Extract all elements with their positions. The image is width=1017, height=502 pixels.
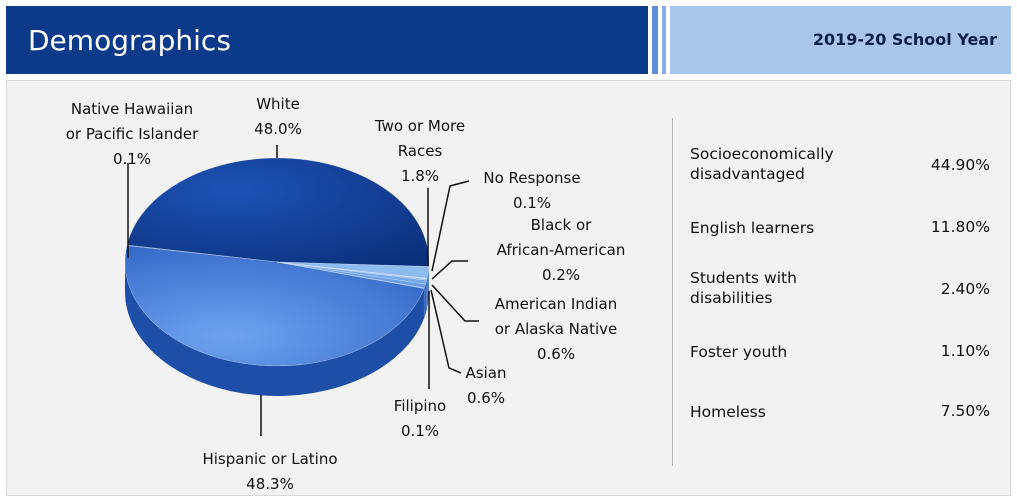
- pie-labels: White 48.0% Native Hawaiian or Pacific Isla…: [66, 95, 626, 493]
- pie-label-hispanic-or-latino: Hispanic or Latino 48.3%: [202, 450, 337, 493]
- school-year-bar: 2019-20 School Year: [670, 6, 1011, 74]
- header-accent-strip: [652, 6, 658, 74]
- leader-line: [430, 289, 462, 374]
- pie-label-filipino: Filipino 0.1%: [394, 397, 446, 440]
- pie-side-hispanic-or-latino: [125, 262, 424, 396]
- pie-label-native-hawaiian-or-pacific-islander: Native Hawaiian or Pacific Islander 0.1%: [66, 100, 199, 168]
- pie-label-american-indian-or-alaska-native: American Indian or Alaska Native 0.6%: [495, 295, 618, 363]
- pie-label-black-or-african-american: Black or African-American 0.2%: [497, 216, 626, 284]
- pie-label-asian: Asian 0.6%: [466, 364, 507, 407]
- pie-slice-asian: [276, 261, 426, 289]
- pie-label-two-or-more-races: Two or More Races 1.8%: [374, 117, 465, 185]
- pie-slice-filipino: [276, 261, 425, 289]
- stat-value: 11.80%: [930, 218, 990, 236]
- header-bar: Demographics: [6, 6, 648, 74]
- pie-slice-no-response: [276, 261, 428, 280]
- pie-leader-lines: [127, 145, 479, 436]
- stat-value: 44.90%: [930, 156, 990, 174]
- stat-value: 7.50%: [940, 402, 990, 420]
- pie-slice-native-hawaiian-or-pacific-islander: [126, 244, 278, 263]
- pie-slices: [124, 157, 430, 367]
- pie-side-american-indian-or-alaska-native: [425, 280, 427, 315]
- stat-label: Foster youth: [690, 343, 788, 361]
- page-title: Demographics: [28, 24, 231, 57]
- stat-label: Students with disabilities: [690, 269, 797, 307]
- pie-label-no-response: No Response 0.1%: [483, 169, 580, 212]
- leader-line: [431, 284, 479, 322]
- column-divider: [672, 118, 673, 466]
- pie-label-white: White 48.0%: [254, 95, 302, 138]
- pie-side-asian: [424, 284, 426, 318]
- stat-label: Socioeconomically disadvantaged: [690, 145, 834, 183]
- pie-slice-american-indian-or-alaska-native: [276, 261, 428, 285]
- stat-value: 2.40%: [940, 280, 990, 298]
- pie-3d-side: [125, 262, 430, 396]
- stat-label: Homeless: [690, 403, 766, 421]
- header-accent-strip-light: [662, 6, 666, 74]
- leader-line: [431, 180, 470, 272]
- stat-value: 1.10%: [940, 342, 990, 360]
- pie-slice-white: [126, 157, 430, 267]
- pie-slice-two-or-more-races: [276, 261, 430, 279]
- leader-line: [431, 260, 468, 280]
- stat-label: English learners: [690, 219, 815, 237]
- pie-slice-hispanic-or-latino: [124, 245, 425, 367]
- pie-slice-black-or-african-american: [276, 261, 428, 281]
- school-year-label: 2019-20 School Year: [812, 30, 997, 49]
